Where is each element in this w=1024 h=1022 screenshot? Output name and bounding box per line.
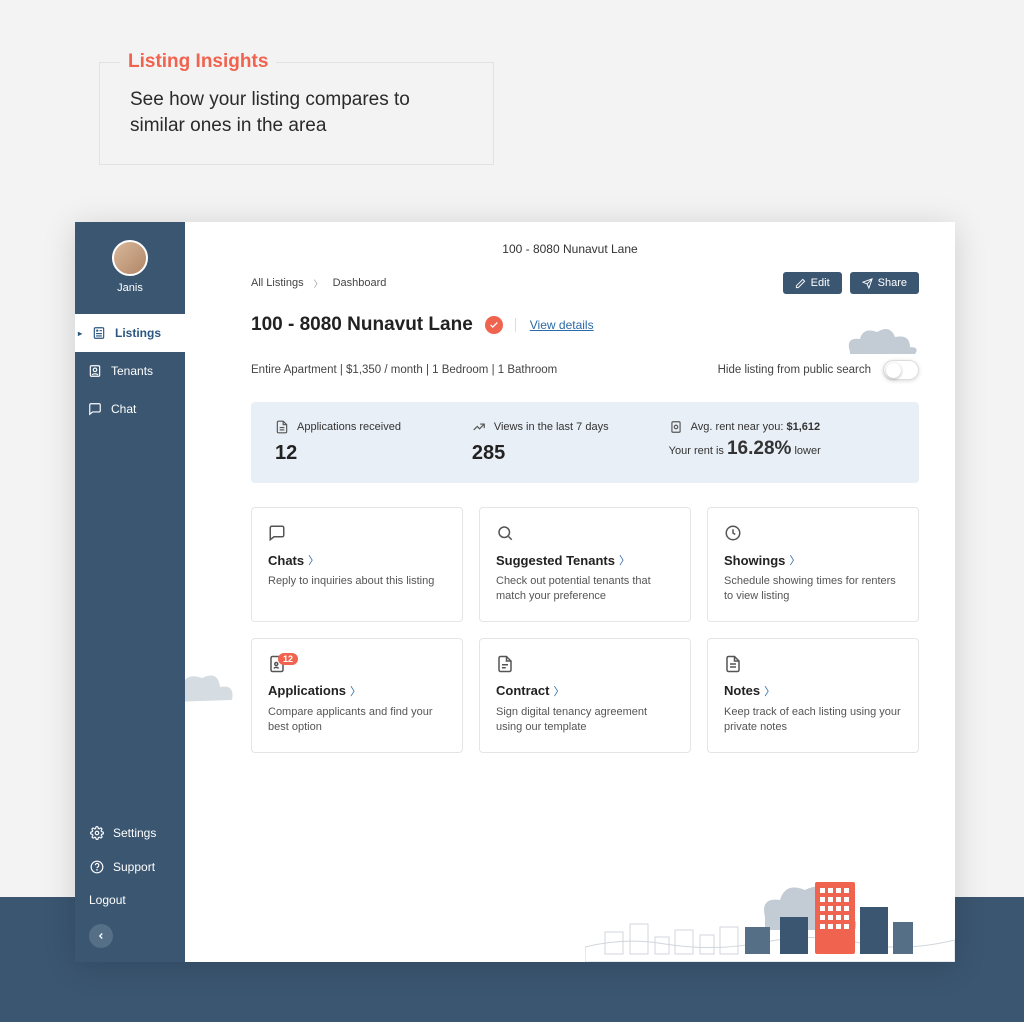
stats-panel: Applications received 12 Views in the la… bbox=[251, 402, 919, 483]
card-desc: Compare applicants and find your best op… bbox=[268, 705, 446, 736]
card-notes[interactable]: Notes 〉 Keep track of each listing using … bbox=[707, 638, 919, 753]
sidebar-item-chat[interactable]: Chat bbox=[75, 390, 185, 428]
button-label: Share bbox=[878, 277, 907, 289]
chat-icon bbox=[268, 524, 286, 542]
sidebar-item-support[interactable]: Support bbox=[75, 850, 185, 884]
listings-icon bbox=[91, 325, 107, 341]
profile-name: Janis bbox=[75, 282, 185, 294]
card-chats[interactable]: Chats 〉 Reply to inquiries about this lis… bbox=[251, 507, 463, 622]
card-showings[interactable]: Showings 〉 Schedule showing times for ren… bbox=[707, 507, 919, 622]
stat-label: Views in the last 7 days bbox=[494, 421, 609, 433]
chevron-right-icon: 〉 bbox=[619, 552, 630, 568]
card-desc: Sign digital tenancy agreement using our… bbox=[496, 705, 674, 736]
card-title: Notes bbox=[724, 683, 760, 698]
share-button[interactable]: Share bbox=[850, 272, 919, 294]
card-applications[interactable]: 12 Applications 〉 Compare applicants and … bbox=[251, 638, 463, 753]
sidebar-item-settings[interactable]: Settings bbox=[75, 816, 185, 850]
trend-icon bbox=[472, 420, 486, 434]
document-icon bbox=[275, 420, 289, 434]
sidebar-item-label: Support bbox=[113, 860, 155, 874]
stat-applications: Applications received 12 bbox=[275, 420, 472, 465]
listing-title: 100 - 8080 Nunavut Lane bbox=[251, 314, 473, 336]
breadcrumb-item[interactable]: Dashboard bbox=[333, 277, 387, 289]
callout-text: See how your listing compares to similar… bbox=[130, 87, 463, 138]
nav: Listings Tenants Chat bbox=[75, 314, 185, 428]
chevron-right-icon: 〉 bbox=[308, 552, 319, 568]
action-cards: Chats 〉 Reply to inquiries about this lis… bbox=[251, 507, 919, 753]
hide-listing-label: Hide listing from public search bbox=[718, 364, 871, 376]
card-desc: Keep track of each listing using your pr… bbox=[724, 705, 902, 736]
hide-listing-toggle-row: Hide listing from public search bbox=[718, 360, 919, 380]
hide-listing-toggle[interactable] bbox=[883, 360, 919, 380]
sidebar-item-label: Settings bbox=[113, 826, 156, 840]
search-icon bbox=[496, 524, 514, 542]
stat-label: Applications received bbox=[297, 421, 401, 433]
card-title: Applications bbox=[268, 683, 346, 698]
sidebar-item-logout[interactable]: Logout bbox=[75, 884, 185, 916]
button-label: Edit bbox=[811, 277, 830, 289]
stat-label: Avg. rent near you: $1,612 bbox=[691, 421, 820, 433]
card-desc: Reply to inquiries about this listing bbox=[268, 574, 446, 589]
stat-avg-rent: Avg. rent near you: $1,612 Your rent is … bbox=[669, 420, 895, 465]
listing-meta: Entire Apartment | $1,350 / month | 1 Be… bbox=[251, 364, 557, 376]
breadcrumb: All Listings 〉 Dashboard bbox=[251, 277, 386, 290]
city-illustration-icon bbox=[585, 862, 955, 962]
main-content: 100 - 8080 Nunavut Lane All Listings 〉 D… bbox=[185, 222, 955, 962]
card-title: Contract bbox=[496, 683, 549, 698]
profile[interactable]: Janis bbox=[75, 222, 185, 308]
callout-title: Listing Insights bbox=[120, 51, 276, 73]
sidebar-item-listings[interactable]: Listings bbox=[75, 314, 185, 352]
chevron-right-icon: 〉 bbox=[314, 277, 323, 290]
stat-value: 12 bbox=[275, 442, 472, 465]
avatar bbox=[112, 240, 148, 276]
sidebar: Janis Listings Tenants Chat bbox=[75, 222, 185, 962]
document-icon bbox=[724, 655, 742, 673]
card-contract[interactable]: Contract 〉 Sign digital tenancy agreement… bbox=[479, 638, 691, 753]
chat-icon bbox=[87, 401, 103, 417]
edit-button[interactable]: Edit bbox=[783, 272, 842, 294]
chevron-right-icon: 〉 bbox=[350, 683, 361, 699]
card-title: Suggested Tenants bbox=[496, 553, 615, 568]
view-details-link[interactable]: View details bbox=[515, 318, 594, 332]
card-suggested-tenants[interactable]: Suggested Tenants 〉 Check out potential t… bbox=[479, 507, 691, 622]
sidebar-item-label: Tenants bbox=[111, 364, 153, 378]
verified-badge-icon bbox=[485, 316, 503, 334]
card-desc: Schedule showing times for renters to vi… bbox=[724, 574, 902, 605]
insights-callout: Listing Insights See how your listing co… bbox=[99, 62, 494, 165]
clock-icon bbox=[724, 524, 742, 542]
cloud-decoration-icon bbox=[835, 322, 925, 362]
sidebar-bottom: Settings Support Logout bbox=[75, 816, 185, 962]
header-title: 100 - 8080 Nunavut Lane bbox=[185, 222, 955, 272]
stat-views: Views in the last 7 days 285 bbox=[472, 420, 669, 465]
card-title: Showings bbox=[724, 553, 785, 568]
header-actions: Edit Share bbox=[783, 272, 919, 294]
breadcrumb-item[interactable]: All Listings bbox=[251, 277, 304, 289]
help-icon bbox=[89, 859, 105, 875]
collapse-sidebar-button[interactable] bbox=[89, 924, 113, 948]
chevron-right-icon: 〉 bbox=[553, 683, 564, 699]
chevron-right-icon: 〉 bbox=[764, 683, 775, 699]
rent-comparison: Your rent is 16.28% lower bbox=[669, 438, 895, 460]
gear-icon bbox=[89, 825, 105, 841]
sidebar-item-label: Logout bbox=[89, 893, 126, 907]
document-icon bbox=[496, 655, 514, 673]
cloud-decoration-icon bbox=[185, 662, 240, 712]
card-desc: Check out potential tenants that match y… bbox=[496, 574, 674, 605]
stat-value: 285 bbox=[472, 442, 669, 465]
sidebar-item-tenants[interactable]: Tenants bbox=[75, 352, 185, 390]
tenants-icon bbox=[87, 363, 103, 379]
applications-badge: 12 bbox=[278, 653, 298, 665]
card-title: Chats bbox=[268, 553, 304, 568]
price-icon bbox=[669, 420, 683, 434]
sidebar-item-label: Listings bbox=[115, 326, 161, 340]
app-window: Janis Listings Tenants Chat bbox=[75, 222, 955, 962]
sidebar-item-label: Chat bbox=[111, 402, 136, 416]
chevron-right-icon: 〉 bbox=[789, 552, 800, 568]
